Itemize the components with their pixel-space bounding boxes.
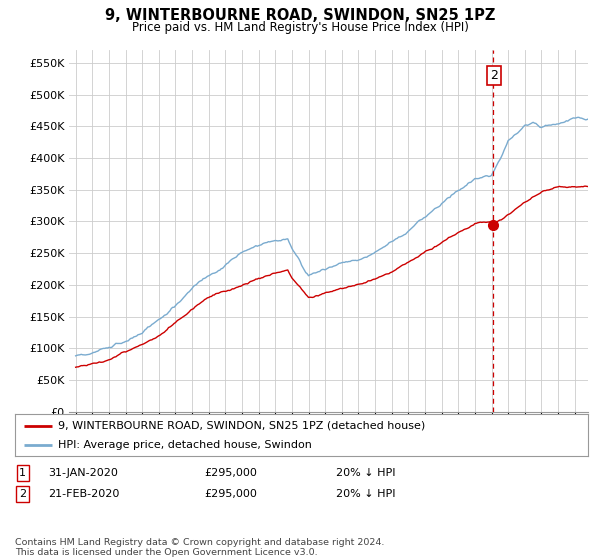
Text: Price paid vs. HM Land Registry's House Price Index (HPI): Price paid vs. HM Land Registry's House … [131,21,469,34]
Text: 2: 2 [490,69,497,82]
Text: £295,000: £295,000 [204,489,257,499]
Text: 9, WINTERBOURNE ROAD, SWINDON, SN25 1PZ: 9, WINTERBOURNE ROAD, SWINDON, SN25 1PZ [105,8,495,24]
Text: HPI: Average price, detached house, Swindon: HPI: Average price, detached house, Swin… [58,440,312,450]
Text: 20% ↓ HPI: 20% ↓ HPI [336,468,395,478]
Text: 9, WINTERBOURNE ROAD, SWINDON, SN25 1PZ (detached house): 9, WINTERBOURNE ROAD, SWINDON, SN25 1PZ … [58,421,425,431]
Text: 2: 2 [19,489,26,499]
Text: 20% ↓ HPI: 20% ↓ HPI [336,489,395,499]
Text: Contains HM Land Registry data © Crown copyright and database right 2024.
This d: Contains HM Land Registry data © Crown c… [15,538,385,557]
Text: 21-FEB-2020: 21-FEB-2020 [48,489,119,499]
Text: 31-JAN-2020: 31-JAN-2020 [48,468,118,478]
Text: 1: 1 [19,468,26,478]
Text: £295,000: £295,000 [204,468,257,478]
